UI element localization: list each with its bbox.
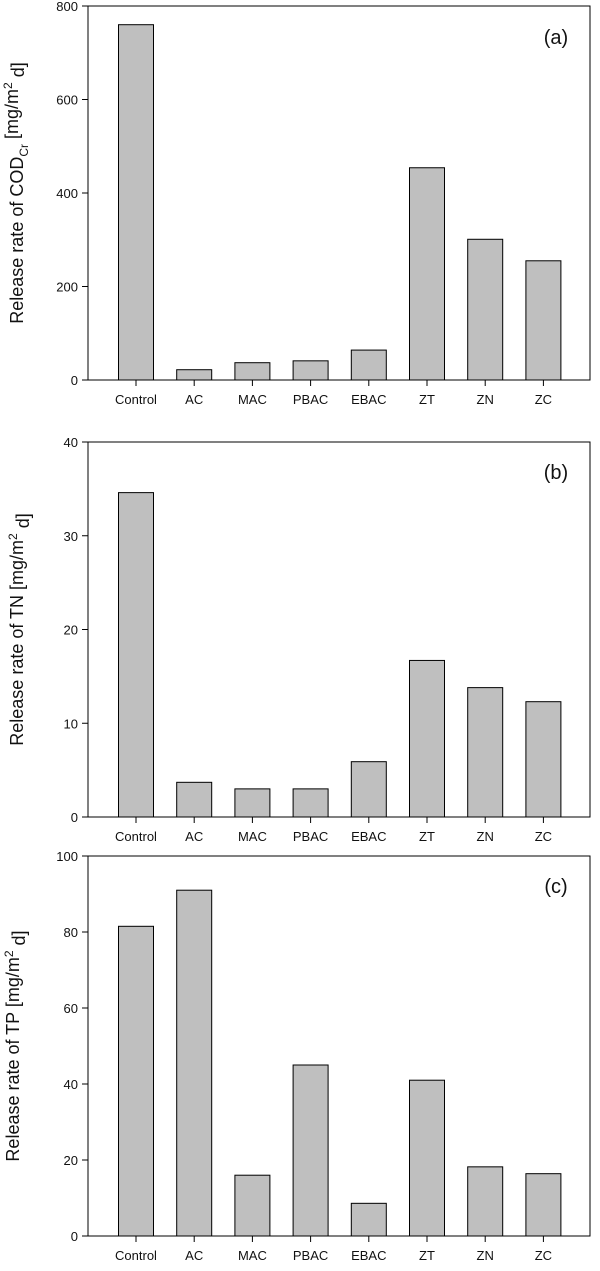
y-tick-label: 800 — [56, 0, 78, 14]
plot-frame — [87, 855, 591, 1237]
bar-ac — [176, 889, 213, 1237]
bar-pbac — [292, 788, 329, 818]
bar-ebac — [350, 761, 387, 818]
x-tick-label-pbac: PBAC — [293, 1248, 328, 1263]
x-tick-label-zn: ZN — [477, 1248, 494, 1263]
y-tick-label: 600 — [56, 93, 78, 108]
bar-zc — [525, 260, 562, 381]
y-axis-label: Release rate of CODCr [mg/m2 d] — [1, 62, 31, 323]
bar-ebac — [350, 349, 387, 381]
chart-panel-1: 0 200 400 600 800 Control AC MAC PBAC EBAC ZT ZN ZC (… — [1, 0, 591, 407]
x-tick-label-ebac: EBAC — [351, 1248, 386, 1263]
x-tick-label-pbac: PBAC — [293, 392, 328, 407]
x-tick-label-mac: MAC — [238, 1248, 267, 1263]
y-axis-label-part: Cr — [17, 144, 31, 157]
y-axis-label-part: Release rate of COD — [7, 157, 27, 324]
bar-zc — [525, 1173, 562, 1237]
y-tick-label: 0 — [71, 810, 78, 825]
y-axis-label-part: 2 — [6, 533, 20, 540]
x-tick-label-zc: ZC — [535, 1248, 552, 1263]
bar-mac — [234, 362, 271, 381]
y-axis-label-part: 2 — [1, 82, 15, 89]
bar-zc — [525, 701, 562, 818]
y-axis-label-part: d] — [9, 930, 29, 950]
bar-zn — [467, 687, 504, 818]
bar-zn — [467, 1166, 504, 1237]
bar-ac — [176, 781, 213, 818]
y-tick-label: 80 — [64, 925, 78, 940]
bar-pbac — [292, 360, 329, 381]
bar-mac — [234, 788, 271, 818]
bar-control — [118, 492, 154, 818]
y-tick-label: 60 — [64, 1001, 78, 1016]
y-tick-label: 0 — [71, 1229, 78, 1244]
y-axis-label-part: d] — [8, 62, 28, 82]
panel-label: (a) — [544, 27, 568, 49]
bar-zt — [409, 659, 445, 818]
y-tick-label: 20 — [64, 623, 78, 638]
chart-panel-3: 0 20 40 60 80 100 Control AC MAC PBAC EBAC ZT ZN ZC (c… — [2, 849, 591, 1263]
y-tick-label: 20 — [64, 1153, 78, 1168]
x-tick-label-zc: ZC — [535, 392, 552, 407]
x-tick-label-zt: ZT — [419, 829, 435, 844]
bar-mac — [234, 1174, 271, 1237]
y-tick-label: 40 — [64, 435, 78, 450]
bar-zn — [467, 238, 504, 381]
panel-label: (b) — [544, 462, 568, 484]
y-tick-label: 10 — [64, 716, 78, 731]
y-axis-label-part: 2 — [2, 950, 16, 957]
y-axis-label: Release rate of TP [mg/m2 d] — [2, 930, 29, 1161]
bar-control — [118, 925, 154, 1237]
x-tick-label-zn: ZN — [477, 392, 494, 407]
x-tick-label-control: Control — [115, 392, 157, 407]
y-tick-label: 40 — [64, 1077, 78, 1092]
plot-frame — [87, 5, 591, 381]
x-tick-label-ebac: EBAC — [351, 392, 386, 407]
plot-frame — [87, 441, 591, 818]
x-tick-label-ebac: EBAC — [351, 829, 386, 844]
x-tick-label-zn: ZN — [477, 829, 494, 844]
y-tick-label: 200 — [56, 280, 78, 295]
x-tick-label-ac: AC — [185, 1248, 203, 1263]
bar-ac — [176, 369, 213, 381]
y-tick-label: 400 — [56, 186, 78, 201]
x-tick-label-zc: ZC — [535, 829, 552, 844]
x-tick-label-zt: ZT — [419, 392, 435, 407]
y-axis-label-part: Release rate of TP [mg/m — [3, 957, 23, 1161]
x-tick-label-mac: MAC — [238, 392, 267, 407]
bar-ebac — [350, 1202, 387, 1237]
x-tick-label-ac: AC — [185, 829, 203, 844]
x-tick-label-ac: AC — [185, 392, 203, 407]
y-axis-label-part: Release rate of TN [mg/m — [7, 540, 27, 746]
x-tick-label-zt: ZT — [419, 1248, 435, 1263]
bar-zt — [409, 167, 445, 381]
y-tick-label: 0 — [71, 373, 78, 388]
chart-panel-2: 0 10 20 30 40 Control AC MAC PBAC EBAC ZT ZN ZC (b) Re… — [6, 435, 591, 844]
x-tick-label-pbac: PBAC — [293, 829, 328, 844]
bar-zt — [409, 1079, 445, 1237]
y-tick-label: 30 — [64, 529, 78, 544]
bar-control — [118, 24, 154, 381]
x-tick-label-mac: MAC — [238, 829, 267, 844]
x-tick-label-control: Control — [115, 829, 157, 844]
bar-pbac — [292, 1064, 329, 1237]
y-axis-label-part: d] — [13, 513, 33, 533]
y-axis-label-part: [mg/m — [2, 89, 22, 144]
panel-label: (c) — [544, 876, 567, 898]
x-tick-label-control: Control — [115, 1248, 157, 1263]
y-tick-label: 100 — [56, 849, 78, 864]
y-axis-label: Release rate of TN [mg/m2 d] — [6, 513, 33, 745]
